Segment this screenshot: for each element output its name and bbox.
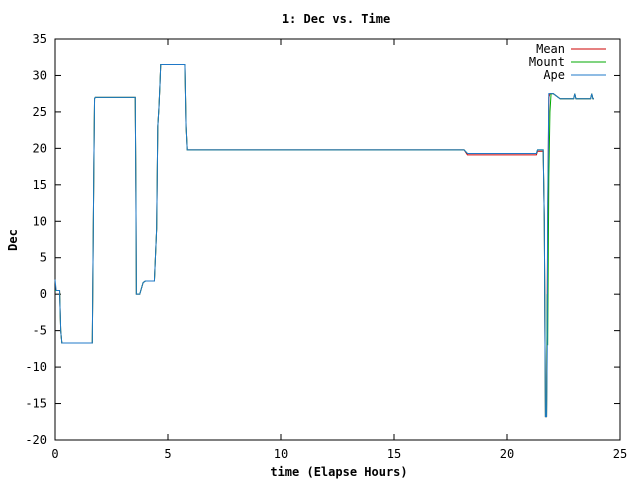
axes-layer: 0 5 10 15 20 25 -20 -15 -10 -5 0 5 10 15 20 25 30 35 [25, 32, 627, 461]
legend-label: Mean [536, 42, 565, 56]
y-tick-label: 15 [33, 178, 47, 192]
x-tick-label: 0 [51, 447, 58, 461]
series-line-ape [54, 64, 595, 418]
chart-title: 1: Dec vs. Time [282, 12, 390, 26]
y-tick-label: 10 [33, 214, 47, 228]
plot-frame [54, 38, 621, 441]
y-tick-label: 25 [33, 105, 47, 119]
x-tick-label: 5 [164, 447, 171, 461]
legend-label: Ape [543, 68, 565, 82]
y-tick-label: 0 [40, 287, 47, 301]
y-tick-label: 30 [33, 68, 47, 82]
x-tick-label: 15 [387, 447, 401, 461]
y-tick-label: 20 [33, 141, 47, 155]
y-tick-label: 5 [40, 251, 47, 265]
x-axis-label: time (Elapse Hours) [270, 465, 407, 479]
y-tick-label: -5 [33, 324, 47, 338]
x-tick-label: 25 [613, 447, 627, 461]
y-tick-label: -15 [25, 397, 47, 411]
legend-label: Mount [529, 55, 565, 69]
y-tick-label: -20 [25, 433, 47, 447]
y-tick-label: -10 [25, 360, 47, 374]
y-axis-label: Dec [6, 229, 20, 251]
x-tick-label: 10 [274, 447, 288, 461]
x-tick-label: 20 [500, 447, 514, 461]
y-tick-label: 35 [33, 32, 47, 46]
series-layer [54, 64, 595, 418]
